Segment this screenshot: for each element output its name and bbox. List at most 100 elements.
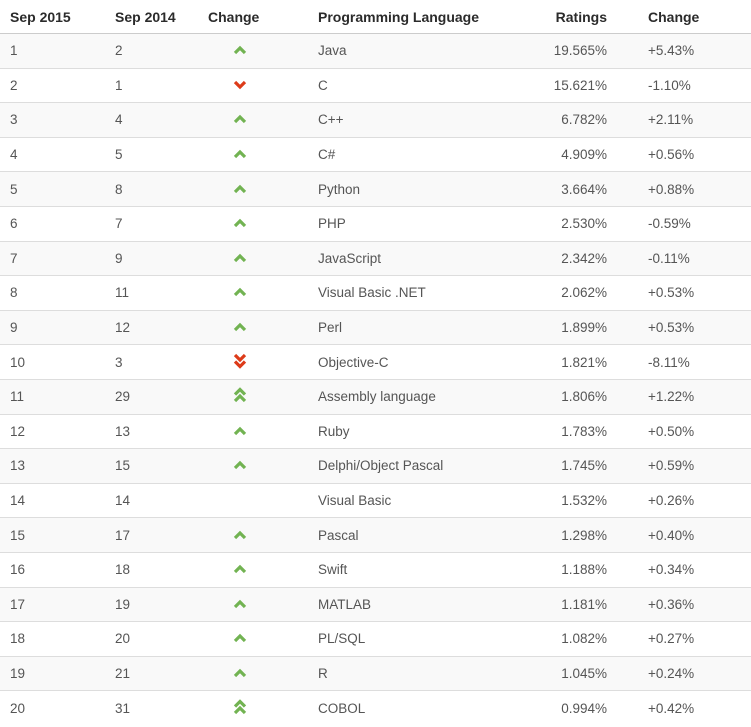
table-row: 13 15 Delphi/Object Pascal 1.745% +0.59% (0, 448, 751, 484)
table-row: 15 17 Pascal 1.298% +0.40% (0, 517, 751, 553)
ratings-cell: 2.530% (498, 206, 617, 242)
chevron-up-icon (233, 253, 247, 263)
ratings-cell: 4.909% (498, 137, 617, 173)
change-icon-cell (198, 275, 308, 311)
chevron-up-icon (233, 149, 247, 159)
table-row: 10 3 Objective-C 1.821% -8.11% (0, 344, 751, 380)
ratings-cell: 1.745% (498, 448, 617, 484)
change-icon-cell (198, 656, 308, 692)
language-cell: Python (308, 171, 498, 207)
rank-2014-cell: 12 (105, 310, 198, 346)
ratings-cell: 0.994% (561, 700, 607, 716)
ratings-cell: 3.664% (498, 171, 617, 207)
table-row: 14 14 Visual Basic 1.532% +0.26% (0, 483, 751, 519)
ratings-change-cell: +0.27% (617, 621, 751, 657)
chevron-up-icon (233, 45, 247, 55)
ratings-cell: 19.565% (498, 33, 617, 69)
change-icon-cell (198, 102, 308, 138)
rank-2014-cell: 15 (105, 448, 198, 484)
ratings-cell: 1.899% (498, 310, 617, 346)
ratings-cell: 1.188% (498, 552, 617, 588)
chevron-up-icon (233, 668, 247, 678)
ratings-change-cell: +0.40% (617, 517, 751, 553)
ratings-cell: 1.181% (498, 587, 617, 623)
chevron-up-icon (233, 564, 247, 574)
table-header: Sep 2015 Sep 2014 Change Programming Lan… (0, 0, 751, 34)
rank-2015-cell: 17 (0, 587, 105, 623)
rank-2014-cell: 20 (105, 621, 198, 657)
language-cell: MATLAB (308, 587, 498, 623)
language-cell: PL/SQL (308, 621, 498, 657)
rank-2015-cell: 20 (10, 700, 26, 716)
rank-2014-cell: 4 (105, 102, 198, 138)
table-row: 4 5 C# 4.909% +0.56% (0, 137, 751, 173)
rank-2014-cell: 18 (105, 552, 198, 588)
column-header-ratings: Ratings (498, 0, 617, 34)
ratings-cell: 1.045% (498, 656, 617, 692)
double-chevron-up-icon (233, 699, 247, 715)
table-row: 8 11 Visual Basic .NET 2.062% +0.53% (0, 275, 751, 311)
ratings-change-cell: +5.43% (617, 33, 751, 69)
change-icon-cell (198, 68, 308, 104)
change-icon-cell (198, 241, 308, 277)
ratings-change-cell: +0.24% (617, 656, 751, 692)
rank-2015-cell: 18 (0, 621, 105, 657)
ratings-cell: 6.782% (498, 102, 617, 138)
rank-2015-cell: 14 (0, 483, 105, 519)
table-row: 11 29 Assembly language 1.806% +1.22% (0, 379, 751, 415)
chevron-up-icon (233, 114, 247, 124)
language-cell: JavaScript (308, 241, 498, 277)
rank-2015-cell: 1 (0, 33, 105, 69)
chevron-up-icon (233, 599, 247, 609)
ratings-change-cell: +0.36% (617, 587, 751, 623)
rank-2015-cell: 15 (0, 517, 105, 553)
ratings-cell: 15.621% (498, 68, 617, 104)
language-cell: Ruby (308, 414, 498, 450)
change-icon-cell (198, 310, 308, 346)
header-row: Sep 2015 Sep 2014 Change Programming Lan… (0, 0, 751, 34)
rank-2014-cell: 1 (105, 68, 198, 104)
table-row: 9 12 Perl 1.899% +0.53% (0, 310, 751, 346)
ratings-change-cell: +2.11% (617, 102, 751, 138)
change-icon-cell (198, 414, 308, 450)
rank-2014-cell: 5 (105, 137, 198, 173)
table-row: 16 18 Swift 1.188% +0.34% (0, 552, 751, 588)
ratings-change-cell: +0.26% (617, 483, 751, 519)
ratings-change-cell: +0.42% (648, 700, 695, 716)
rank-2015-cell: 3 (0, 102, 105, 138)
language-cell: Visual Basic .NET (308, 275, 498, 311)
column-header-programming-language: Programming Language (308, 0, 498, 34)
language-cell: Objective-C (308, 344, 498, 380)
rank-2014-cell: 9 (105, 241, 198, 277)
ratings-change-cell: +0.50% (617, 414, 751, 450)
column-header-sep-2014: Sep 2014 (105, 0, 198, 34)
language-cell: Swift (308, 552, 498, 588)
language-cell: Pascal (308, 517, 498, 553)
change-icon-cell (198, 344, 308, 380)
rank-2014-cell: 8 (105, 171, 198, 207)
rank-2015-cell: 10 (0, 344, 105, 380)
rank-2015-cell: 4 (0, 137, 105, 173)
rank-2015-cell: 16 (0, 552, 105, 588)
ratings-cell: 2.342% (498, 241, 617, 277)
change-icon-cell (198, 137, 308, 173)
ratings-cell: 1.821% (498, 344, 617, 380)
rank-2014-cell: 19 (105, 587, 198, 623)
table-row: 19 21 R 1.045% +0.24% (0, 656, 751, 692)
chevron-up-icon (233, 287, 247, 297)
table-row: 5 8 Python 3.664% +0.88% (0, 171, 751, 207)
chevron-up-icon (233, 426, 247, 436)
rank-2015-cell: 2 (0, 68, 105, 104)
table-row: 18 20 PL/SQL 1.082% +0.27% (0, 621, 751, 657)
rank-2015-cell: 11 (0, 379, 105, 415)
language-cell: C# (308, 137, 498, 173)
table-row: 17 19 MATLAB 1.181% +0.36% (0, 587, 751, 623)
ratings-cell: 1.806% (498, 379, 617, 415)
rank-2015-cell: 13 (0, 448, 105, 484)
change-icon-cell (198, 552, 308, 588)
rank-2014-cell: 31 (115, 700, 131, 716)
rank-2015-cell: 7 (0, 241, 105, 277)
column-header-change: Change (198, 0, 308, 34)
ratings-change-cell: -0.11% (617, 241, 751, 277)
change-icon-cell (198, 691, 308, 726)
